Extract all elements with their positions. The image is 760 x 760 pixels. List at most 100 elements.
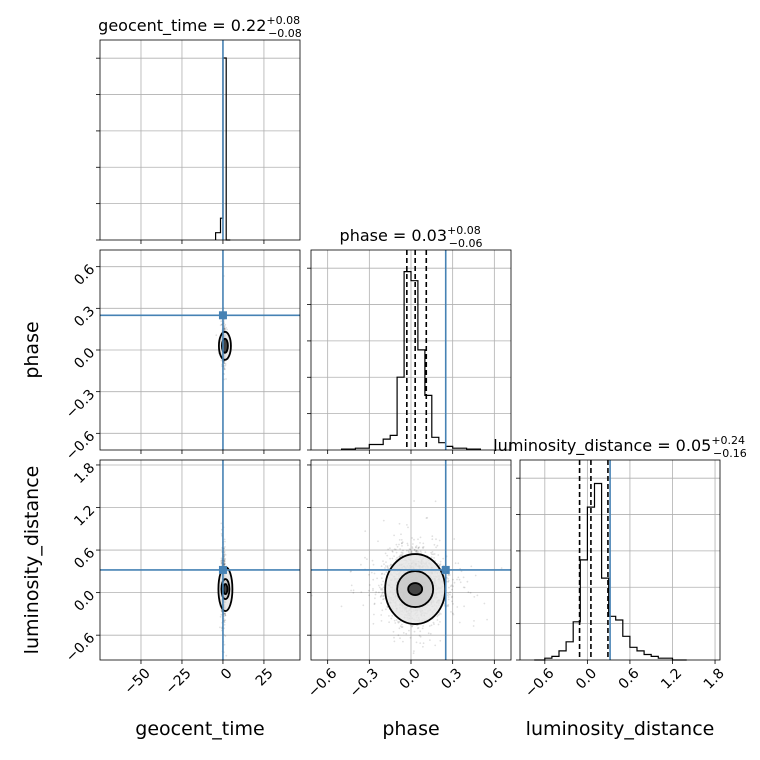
sample-point [386, 566, 389, 568]
sample-point [386, 605, 389, 608]
sample-point [392, 630, 395, 633]
sample-point [220, 609, 223, 612]
x-axis-label-luminosity_distance: luminosity_distance [526, 718, 715, 740]
sample-point [413, 549, 416, 551]
sample-point [350, 584, 353, 587]
sample-point [438, 613, 441, 616]
sample-point [447, 592, 450, 595]
sample-point [364, 556, 366, 559]
sample-point [438, 612, 441, 614]
sample-point [380, 577, 383, 580]
sample-point [431, 551, 434, 553]
sample-point [467, 591, 470, 593]
sample-point [418, 634, 421, 637]
sample-point [381, 609, 384, 612]
sample-point [349, 570, 352, 573]
sample-point [433, 623, 435, 625]
sample-point [411, 546, 414, 548]
sample-point [413, 650, 415, 652]
sample-point [393, 548, 396, 551]
sample-point [438, 564, 441, 567]
y-tick-label: 0.3 [71, 303, 98, 330]
sample-point [411, 625, 414, 628]
sample-point [438, 539, 441, 542]
sample-point [463, 586, 466, 589]
scatter-points-geocent_time-phase [215, 275, 229, 381]
panel-title-phase: phase = 0.03+0.08 −0.06 [340, 224, 483, 250]
sample-point [437, 614, 439, 616]
sample-point [421, 546, 424, 549]
sample-point [372, 589, 374, 592]
sample-point [448, 574, 451, 576]
x-tick-label: −50 [122, 665, 154, 697]
sample-point [447, 598, 450, 601]
x-tick-label: 0 [218, 665, 236, 683]
y-axis-label-luminosity_distance: luminosity_distance [21, 466, 43, 655]
panel-grid-2-2 [520, 460, 720, 660]
sample-point [373, 613, 375, 616]
sample-point [414, 546, 417, 548]
sample-point [375, 591, 377, 593]
sample-point [452, 578, 454, 581]
sample-point [407, 456, 409, 458]
sample-point [395, 619, 398, 621]
sample-point [389, 565, 391, 567]
sample-point [415, 546, 417, 549]
panel-grid-0-1 [100, 250, 300, 450]
sample-point [426, 516, 429, 519]
sample-point [442, 557, 445, 560]
sample-point [454, 562, 457, 565]
sample-point [500, 567, 503, 569]
sample-point [422, 645, 424, 648]
sample-point [223, 560, 226, 563]
sample-point [372, 563, 375, 566]
x-tick-label: −25 [162, 665, 194, 697]
sample-point [390, 617, 393, 620]
sample-point [407, 544, 409, 547]
sample-point [223, 619, 226, 622]
sample-point [443, 574, 446, 576]
sample-point [425, 517, 428, 519]
sample-point [424, 551, 427, 554]
x-tick-label: 0.0 [573, 665, 600, 692]
sample-point [360, 563, 362, 566]
truth-marker-geocent_time-phase [100, 250, 300, 450]
panel-frame-geocent_time-geocent_time [99, 39, 301, 241]
sample-point [449, 593, 451, 596]
sample-point [374, 597, 376, 600]
sample-point [408, 629, 410, 632]
sample-point [393, 619, 396, 622]
sample-point [385, 571, 388, 573]
sample-point [419, 635, 422, 638]
sample-point [450, 596, 453, 599]
sample-point [420, 552, 423, 555]
sample-point [453, 538, 456, 540]
sample-point [384, 552, 387, 555]
sample-point [399, 554, 402, 556]
sample-point [389, 557, 391, 560]
panel-grid-1-2 [311, 460, 511, 660]
sample-point [440, 613, 442, 615]
truth-marker-phase-luminosity_distance [311, 460, 511, 660]
title-plus-error: +0.08 [266, 14, 300, 27]
sample-point [417, 551, 420, 553]
sample-point [427, 632, 430, 635]
sample-point [223, 327, 226, 330]
sample-point [439, 639, 442, 642]
sample-point [476, 594, 479, 597]
y-tick-label: 1.8 [71, 460, 98, 487]
sample-point [377, 584, 380, 587]
sample-point [401, 623, 403, 626]
sample-point [451, 600, 453, 603]
sample-point [486, 618, 488, 621]
title-plus-error: +0.24 [711, 434, 745, 447]
sample-point [463, 605, 465, 608]
sample-point [215, 334, 218, 337]
sample-point [224, 614, 227, 616]
sample-point [483, 602, 486, 605]
sample-point [417, 626, 420, 629]
panel-grid-0-2 [100, 460, 300, 660]
contour-level-2 [222, 583, 229, 595]
sample-point [382, 560, 384, 562]
